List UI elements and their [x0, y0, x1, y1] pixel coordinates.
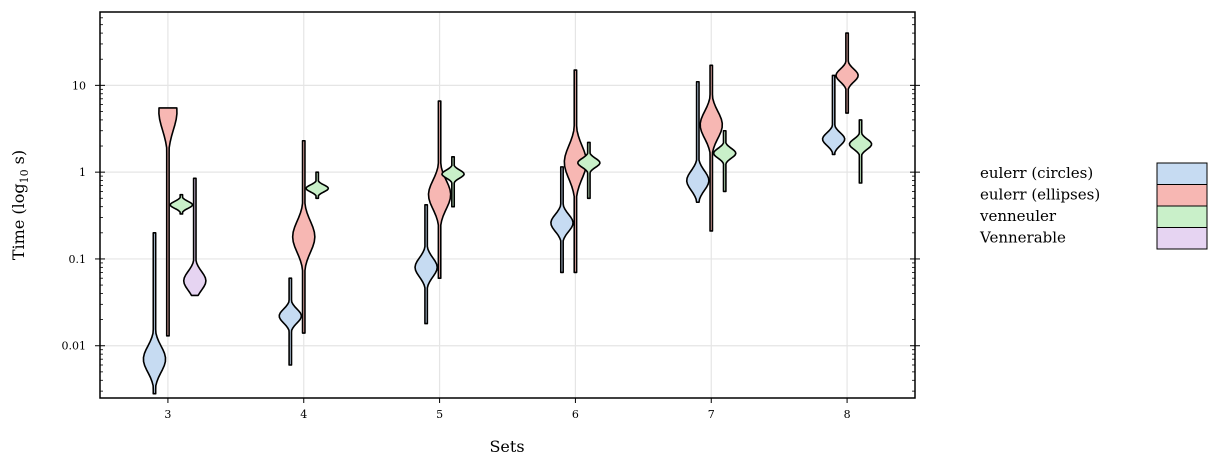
- legend: eulerr (circles) eulerr (ellipses) venneul…: [979, 162, 1208, 250]
- violin: [835, 32, 859, 114]
- violin: [158, 107, 178, 337]
- x-tick-label: 7: [708, 408, 715, 421]
- x-tick-label: 3: [164, 408, 171, 421]
- grid-lines: [100, 12, 915, 398]
- x-axis-title: Sets: [489, 437, 524, 456]
- violin: [142, 232, 167, 395]
- legend-label: venneuler: [979, 207, 1057, 225]
- violin: [685, 80, 710, 204]
- y-axis-title: Time (log10 s): [9, 150, 31, 260]
- y-tick-label: 0.1: [69, 253, 87, 266]
- violins: [142, 32, 873, 395]
- violin: [441, 156, 465, 208]
- violin: [414, 204, 439, 325]
- violin: [563, 69, 588, 274]
- y-axis-title-sub: 10: [18, 169, 31, 183]
- violin: [699, 64, 724, 232]
- violin: [712, 129, 737, 193]
- violin: [291, 139, 316, 334]
- violin: [821, 74, 846, 156]
- legend-swatch: [1156, 205, 1208, 228]
- plot-frame: [99, 11, 916, 399]
- violin: [182, 177, 207, 297]
- y-tick-label: 0.01: [62, 340, 87, 353]
- y-axis-title-group: Time (log10 s): [9, 150, 31, 260]
- y-axis-title-end: s): [9, 150, 28, 170]
- violin: [550, 166, 574, 274]
- violin: [169, 193, 194, 215]
- legend-swatch: [1156, 184, 1208, 207]
- x-tick-label: 5: [436, 408, 443, 421]
- violin: [577, 141, 601, 200]
- violin: [427, 100, 452, 279]
- violin: [278, 277, 303, 366]
- y-tick-label: 10: [72, 79, 86, 92]
- x-tick-label: 8: [844, 408, 851, 421]
- legend-swatch: [1156, 227, 1208, 250]
- x-tick-label: 6: [572, 408, 579, 421]
- legend-label: eulerr (ellipses): [980, 186, 1100, 204]
- y-axis-title-main: Time (log: [9, 183, 28, 260]
- legend-label: eulerr (circles): [980, 164, 1093, 182]
- y-tick-label: 1: [79, 166, 86, 179]
- violin: [305, 171, 330, 200]
- legend-label: Vennerable: [979, 229, 1066, 247]
- x-tick-label: 4: [300, 408, 307, 421]
- legend-swatch: [1156, 162, 1208, 185]
- violin: [848, 119, 873, 184]
- axis-ticks: 3 4 5 6 7 8 0.01 0.1 1 10: [62, 11, 920, 421]
